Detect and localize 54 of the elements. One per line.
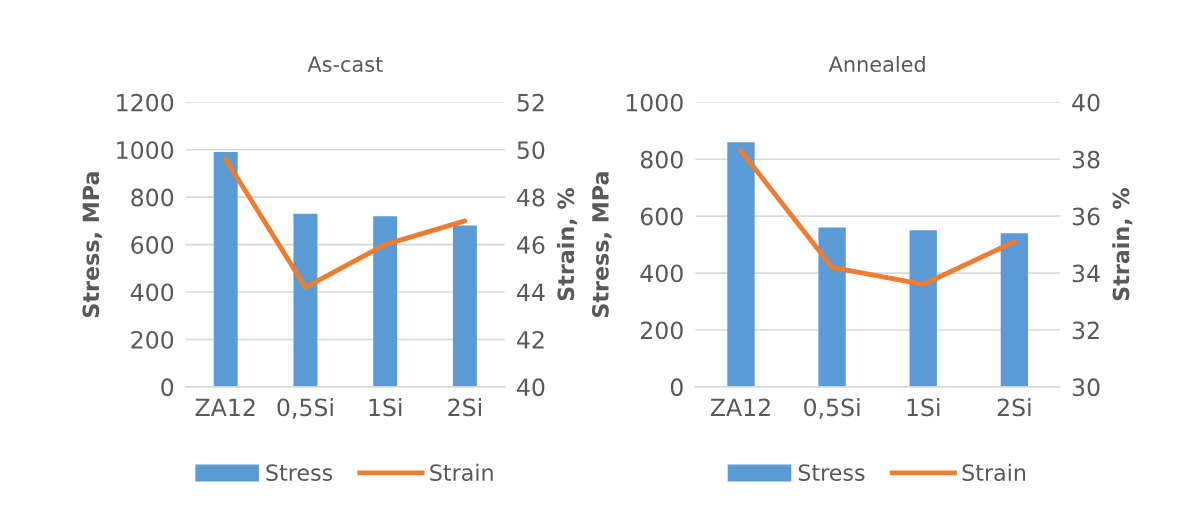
y-tick-label: 0 <box>670 378 683 397</box>
bar <box>373 216 398 387</box>
y-tick-label: 600 <box>640 207 683 226</box>
line-series <box>223 156 468 290</box>
y2-tick-label: 44 <box>517 283 545 301</box>
line-series <box>738 148 1017 287</box>
y2-tick-label: 40 <box>517 378 545 397</box>
y2-tick-label: 30 <box>1072 378 1100 397</box>
bar <box>818 227 846 387</box>
y-tick-label: 600 <box>131 236 174 254</box>
bar <box>293 213 318 387</box>
y2-tick-label: 34 <box>1072 264 1100 283</box>
legend-label: Stress <box>798 464 865 482</box>
bar <box>909 230 937 387</box>
x-tick-label: 0,5Si <box>277 398 333 419</box>
y2-axis-title: Strain, % <box>1112 188 1133 301</box>
x-tick-label: 2Si <box>997 398 1031 417</box>
legend-label: Strain <box>430 463 493 482</box>
chart-title: As-cast <box>307 56 383 73</box>
y-tick-label: 800 <box>131 188 174 207</box>
y-tick-label: 400 <box>640 264 683 283</box>
y2-tick-label: 52 <box>517 93 544 112</box>
x-tick-label: 1Si <box>369 398 402 417</box>
bar <box>727 142 755 387</box>
chart-title: Annealed <box>828 55 925 73</box>
x-tick-label: 2Si <box>448 398 481 417</box>
x-tick-label: ZA12 <box>710 398 770 416</box>
legend-label: Strain <box>962 463 1026 482</box>
bar <box>213 152 238 387</box>
y-tick-label: 200 <box>131 330 174 349</box>
y-tick-label: 1000 <box>626 93 683 112</box>
y2-tick-label: 48 <box>517 188 545 207</box>
y2-tick-label: 32 <box>1072 321 1099 340</box>
bar <box>1000 233 1029 387</box>
y-tick-label: 1200 <box>117 93 174 112</box>
y-axis-title: Stress, MPa <box>82 172 103 318</box>
y-tick-label: 1000 <box>117 141 174 160</box>
x-tick-label: ZA12 <box>195 398 255 416</box>
y-tick-label: 0 <box>161 378 174 397</box>
y-tick-label: 800 <box>640 150 683 169</box>
x-tick-label: 1Si <box>907 398 940 417</box>
y2-tick-label: 46 <box>517 236 545 254</box>
legend-label: Stress <box>266 464 333 482</box>
y2-axis-title: Strain, % <box>557 188 578 301</box>
y2-tick-label: 42 <box>517 330 544 349</box>
y2-tick-label: 36 <box>1072 207 1100 226</box>
y-tick-label: 200 <box>640 321 683 340</box>
y-tick-label: 400 <box>130 283 174 302</box>
y2-tick-label: 50 <box>517 141 545 160</box>
y2-tick-label: 38 <box>1072 150 1100 169</box>
y2-tick-label: 40 <box>1072 93 1100 112</box>
y-axis-title: Stress, MPa <box>591 172 612 318</box>
bar <box>452 225 477 387</box>
x-tick-label: 0,5Si <box>804 398 860 419</box>
